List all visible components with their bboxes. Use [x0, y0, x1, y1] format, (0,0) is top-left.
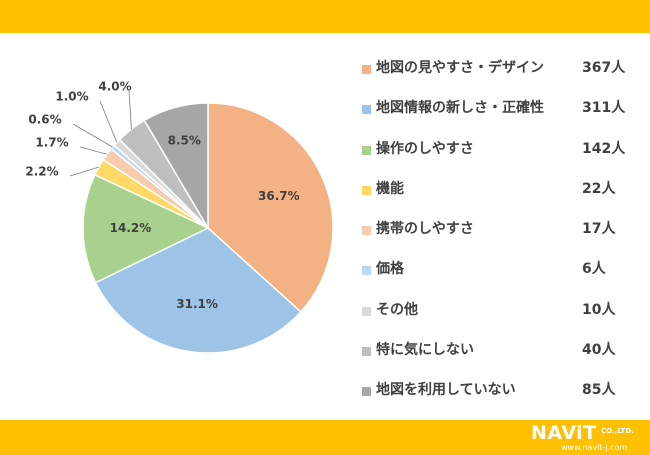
legend-label: 地図の見やすさ・デザイン: [376, 60, 544, 76]
legend-swatch: [362, 306, 371, 316]
legend-item: その他 10人: [362, 299, 632, 339]
legend-label: 地図を利用していない: [376, 382, 516, 399]
logo-url: www.navit-j.com: [561, 443, 628, 452]
legend-swatch: [362, 347, 371, 357]
slice-percent-label: 8.5%: [168, 134, 201, 148]
bottom-band: [0, 420, 650, 455]
leader-line: [72, 123, 113, 148]
legend-count: 40人: [582, 342, 616, 359]
legend-swatch: [362, 145, 371, 155]
slice-percent-label: 1.7%: [35, 136, 68, 150]
legend-label: 特に気にしない: [376, 342, 474, 359]
legend-swatch: [362, 65, 371, 74]
logo-brand: NAViT: [531, 422, 597, 444]
legend-swatch: [362, 387, 371, 397]
legend-count: 367人: [582, 60, 626, 76]
legend-item: 機能 22人: [362, 178, 632, 218]
legend: 地図の見やすさ・デザイン 367人地図情報の新しさ・正確性 311人操作のしやすさ 1…: [362, 57, 632, 420]
legend-count: 22人: [582, 180, 616, 197]
legend-swatch: [362, 105, 371, 115]
leader-line: [69, 166, 99, 177]
leader-line: [79, 146, 108, 155]
legend-label: 地図情報の新しさ・正確性: [376, 100, 544, 117]
slice-percent-label: 4.0%: [98, 80, 131, 94]
legend-label: 機能: [376, 180, 404, 197]
legend-label: その他: [376, 301, 418, 318]
legend-item: 携帯のしやすさ 17人: [362, 218, 632, 258]
slice-percent-label: 1.0%: [55, 90, 88, 104]
legend-count: 311人: [582, 100, 626, 117]
slice-percent-label: 2.2%: [25, 165, 58, 179]
top-band: [0, 0, 650, 33]
legend-swatch: [362, 226, 371, 236]
slice-percent-label: 0.6%: [28, 113, 61, 127]
navit-logo: NAViT CO.,LTD. www.navit-j.com: [531, 423, 643, 453]
pie-slice: [143, 102, 209, 231]
slice-percent-label: 14.2%: [110, 221, 152, 235]
legend-label: 携帯のしやすさ: [376, 221, 474, 238]
legend-count: 17人: [582, 221, 616, 238]
legend-item: 価格 6人: [362, 258, 632, 298]
legend-count: 85人: [582, 382, 616, 399]
legend-count: 10人: [582, 301, 616, 318]
pie-slice: [94, 227, 302, 354]
legend-item: 特に気にしない 40人: [362, 339, 632, 379]
leader-line: [128, 90, 132, 130]
pie-slice: [207, 102, 334, 313]
legend-item: 地図を利用していない 85人: [362, 379, 632, 419]
legend-count: 6人: [582, 261, 606, 278]
pie-slice: [82, 173, 210, 284]
legend-item: 操作のしやすさ 142人: [362, 138, 632, 178]
logo-suffix: CO.,LTD.: [601, 427, 634, 435]
legend-swatch: [362, 185, 371, 195]
legend-item: 地図情報の新しさ・正確性 311人: [362, 97, 632, 137]
legend-swatch: [362, 266, 371, 276]
slice-percent-label: 31.1%: [176, 297, 218, 311]
leader-line: [99, 100, 118, 143]
legend-label: 価格: [376, 261, 404, 278]
legend-label: 操作のしやすさ: [376, 140, 474, 157]
pie-chart: 36.7% 31.1% 14.2% 2.2% 1.7% 0.6% 1.0% 4.0% 8.5%: [25, 80, 334, 354]
slice-percent-label: 36.7%: [258, 189, 300, 203]
legend-count: 142人: [582, 140, 626, 157]
legend-item: 地図の見やすさ・デザイン 367人: [362, 57, 632, 97]
